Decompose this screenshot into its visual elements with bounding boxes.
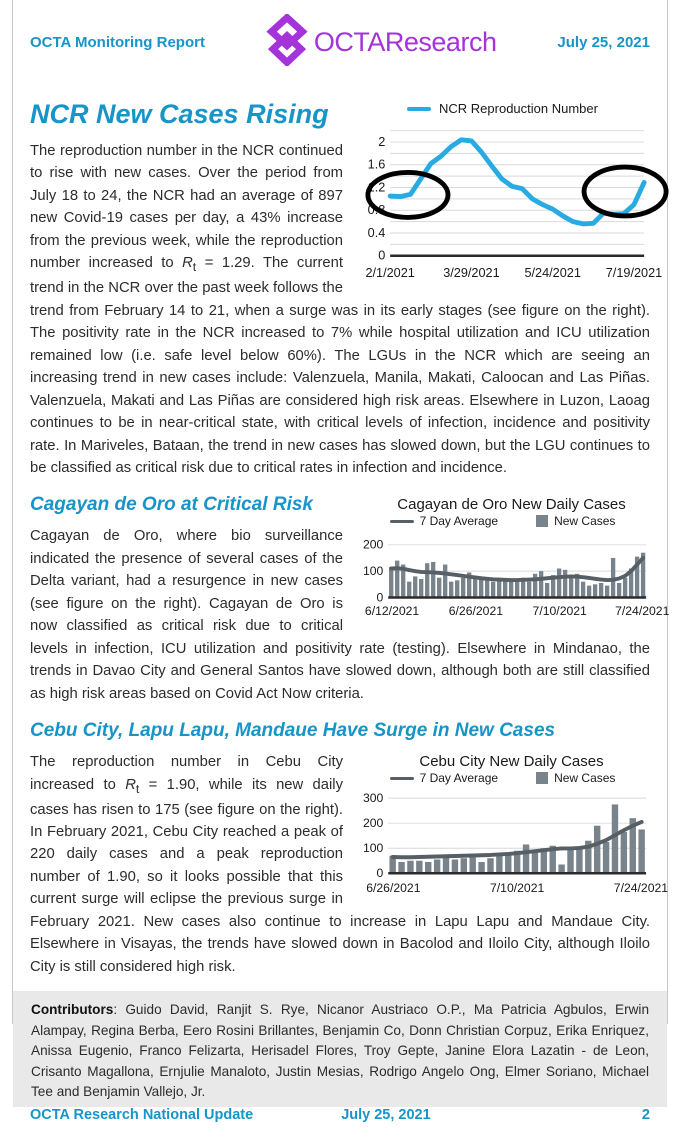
svg-text:6/26/2021: 6/26/2021	[366, 881, 421, 895]
cagayan-legend-avg-label: 7 Day Average	[419, 514, 499, 529]
rt-symbol: R	[125, 776, 136, 793]
svg-text:0.4: 0.4	[368, 226, 386, 240]
footer-title: OCTA Research National Update	[30, 1107, 254, 1124]
ncr-paragraph: The reproduction number in the NCR conti…	[30, 140, 650, 479]
svg-text:100: 100	[363, 841, 384, 855]
svg-text:7/10/2021: 7/10/2021	[533, 605, 588, 619]
svg-text:200: 200	[363, 816, 384, 830]
cebu-legend-avg-label: 7 Day Average	[419, 771, 499, 786]
cebu-bar-chart: 0 100 200 300 6/26/2021 7/10/2021 7/24/2021	[363, 791, 668, 895]
cagayan-chart-title: Cagayan de Oro New Daily Cases	[397, 496, 626, 514]
section-ncr-heading: NCR New Cases Rising	[30, 99, 329, 129]
svg-text:100: 100	[363, 565, 384, 579]
section-cebu: Cebu City, Lapu Lapu, Mandaue Have Surge…	[30, 720, 668, 978]
rt-symbol: R	[182, 255, 193, 272]
page-header: OCTA Monitoring Report OCTAResearch July…	[30, 0, 650, 71]
svg-text:7/10/2021: 7/10/2021	[490, 881, 545, 895]
page-footer: OCTA Research National Update July 25, 2…	[30, 1107, 650, 1141]
line-legend-swatch	[407, 106, 432, 111]
footer-date: July 25, 2021	[341, 1107, 431, 1124]
svg-text:7/24/2021: 7/24/2021	[614, 881, 669, 895]
svg-text:6/12/2021: 6/12/2021	[365, 605, 420, 619]
svg-text:7/19/2021: 7/19/2021	[606, 266, 662, 280]
svg-text:1.6: 1.6	[368, 158, 386, 172]
cebu-chart: Cebu City New Daily Cases 7 Day Average …	[355, 753, 668, 897]
cagayan-bar-chart: 0 100 200 6/12/2021 6/26/2021 7/10/2021 7/24/2…	[363, 538, 670, 619]
bars-legend-swatch	[536, 772, 549, 785]
bars-legend-swatch	[536, 515, 549, 528]
avg-line-legend-swatch	[389, 776, 414, 780]
section-cagayan-heading: Cagayan de Oro at Critical Risk	[30, 494, 313, 516]
cagayan-chart-legend: 7 Day Average New Cases	[355, 514, 650, 528]
contributors-label: Contributors	[31, 1002, 114, 1018]
logo-wordmark: OCTAResearch	[313, 27, 497, 57]
report-title: OCTA Monitoring Report	[30, 34, 205, 51]
contributors-names: : Guido David, Ranjit S. Rye, Nicanor Au…	[31, 1002, 649, 1099]
section-ncr: NCR Reproduction Number 0 0.4 0.8 1.2 1.6 2 2/…	[30, 99, 669, 479]
cebu-legend-bars-label: New Cases	[554, 771, 616, 786]
cebu-paragraph-a: The reproduction number in Cebu City inc…	[30, 754, 343, 793]
footer-page-number: 2	[641, 1107, 650, 1124]
ncr-reproduction-line-chart: 00.40.81.21.622/1/2021 3/29/2021 5/24/2021…	[365, 130, 669, 280]
cagayan-paragraph: Cagayan de Oro, where bio surveillance i…	[30, 528, 650, 702]
cagayan-chart: Cagayan de Oro New Daily Cases 7 Day Ave…	[355, 496, 670, 620]
svg-text:6/26/2021: 6/26/2021	[449, 605, 504, 619]
ncr-paragraph-b: = 1.29. The current trend in the NCR ove…	[30, 255, 650, 476]
svg-text:0: 0	[377, 591, 384, 605]
ncr-legend-label: NCR Reproduction Number	[439, 101, 598, 116]
cebu-paragraph-b: = 1.90, while its new daily cases has ri…	[30, 776, 650, 975]
svg-text:3/29/2021: 3/29/2021	[443, 266, 499, 280]
svg-text:7/24/2021: 7/24/2021	[615, 605, 670, 619]
svg-text:300: 300	[363, 791, 384, 805]
rt-subscript: t	[192, 260, 197, 275]
cebu-chart-legend: 7 Day Average New Cases	[355, 771, 650, 785]
svg-text:0: 0	[377, 867, 384, 881]
octa-logo: OCTAResearch	[266, 12, 497, 71]
svg-text:200: 200	[363, 538, 384, 552]
svg-text:2/1/2021: 2/1/2021	[365, 266, 414, 280]
section-cagayan: Cagayan de Oro New Daily Cases 7 Day Ave…	[30, 494, 670, 705]
svg-text:2: 2	[378, 135, 385, 149]
rt-subscript: t	[135, 781, 140, 796]
avg-line-legend-swatch	[389, 519, 414, 523]
header-date: July 25, 2021	[557, 34, 650, 51]
section-cebu-heading: Cebu City, Lapu Lapu, Mandaue Have Surge…	[30, 720, 556, 742]
svg-text:5/24/2021: 5/24/2021	[524, 266, 580, 280]
cebu-paragraph: The reproduction number in Cebu City inc…	[30, 751, 650, 978]
ncr-paragraph-a: The reproduction number in the NCR conti…	[30, 143, 343, 272]
report-page: OCTA Monitoring Report OCTAResearch July…	[12, 0, 670, 1123]
cebu-chart-title: Cebu City New Daily Cases	[419, 753, 604, 771]
octa-diamonds-icon	[266, 12, 308, 71]
cagayan-legend-bars-label: New Cases	[554, 514, 616, 529]
svg-text:0: 0	[378, 249, 385, 263]
ncr-reproduction-chart: NCR Reproduction Number 0 0.4 0.8 1.2 1.6 2 2/…	[355, 101, 669, 285]
contributors-box: Contributors: Guido David, Ranjit S. Rye…	[13, 991, 667, 1108]
ncr-chart-legend: NCR Reproduction Number	[355, 101, 650, 116]
